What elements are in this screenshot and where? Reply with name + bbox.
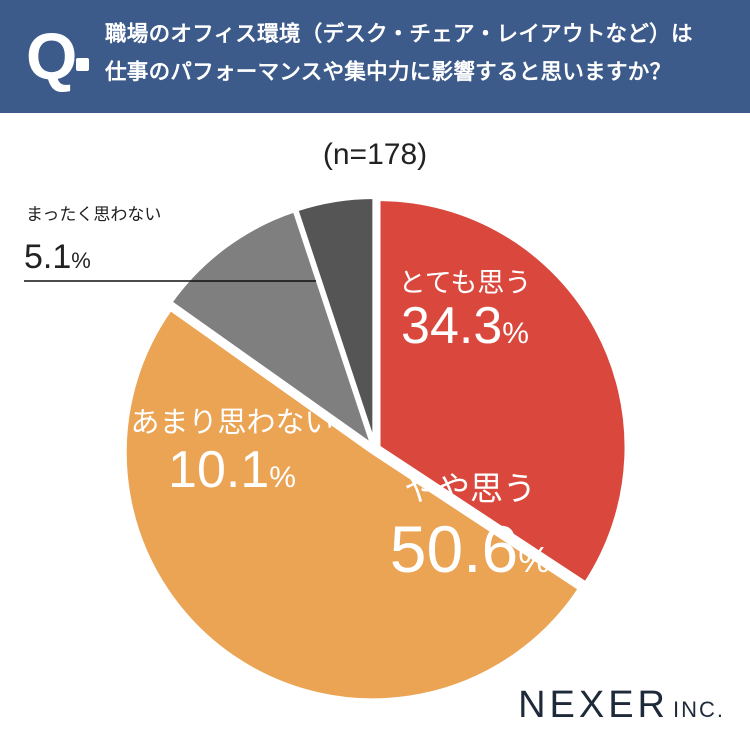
question-line-2: 仕事のパフォーマンスや集中力に影響すると思いますか？ <box>105 60 672 85</box>
slice-label-yaya: やや思う <box>404 469 536 508</box>
sample-size-label: (n=178) <box>322 138 428 171</box>
pie-slice-amari <box>167 207 377 451</box>
slice-label-amari: あまり思わない <box>130 405 333 439</box>
slice-value-yaya: 50.6% <box>390 512 550 586</box>
pie-slice-yaya <box>122 306 583 703</box>
logo-main: NEXER <box>518 684 669 726</box>
slice-value-totemo: 34.3% <box>401 297 529 355</box>
question-header: Q 職場のオフィス環境（デスク・チェア・レイアウトなど）は 仕事のパフォーマンス… <box>0 0 750 113</box>
q-mark: Q <box>26 19 78 93</box>
question-text: 職場のオフィス環境（デスク・チェア・レイアウトなど）は 仕事のパフォーマンスや集… <box>105 16 745 92</box>
nexer-logo: NEXER INC. <box>518 684 725 727</box>
logo-suffix: INC. <box>673 697 725 722</box>
slice-label-mattaku: まったく思わない <box>26 205 161 225</box>
slice-label-totemo: とても思う <box>399 268 532 299</box>
question-line-1: 職場のオフィス環境（デスク・チェア・レイアウトなど）は <box>105 22 693 47</box>
pie-slice-totemo <box>376 197 629 587</box>
slice-value-amari: 10.1% <box>168 441 296 499</box>
q-dot <box>76 58 89 71</box>
pie-slice-mattaku <box>293 195 377 446</box>
slice-value-mattaku: 5.1% <box>24 238 91 276</box>
